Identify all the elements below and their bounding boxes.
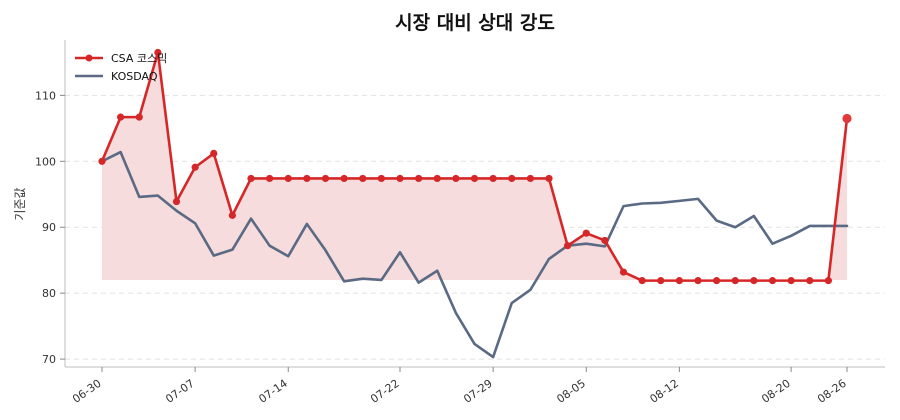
data-point-csa: [787, 277, 795, 285]
data-point-csa: [750, 277, 758, 285]
data-point-csa: [657, 277, 665, 285]
data-point-csa: [470, 174, 479, 183]
data-point-csa: [228, 211, 236, 219]
data-point-csa: [191, 163, 199, 171]
data-point-csa: [210, 149, 218, 157]
data-point-csa: [117, 113, 125, 121]
x-tick-label: 07-14: [256, 377, 290, 406]
data-point-csa: [266, 174, 274, 183]
relative-strength-fill-area: [102, 52, 847, 281]
data-point-csa: [824, 277, 832, 285]
data-point-csa: [806, 277, 814, 285]
data-point-csa: [564, 242, 572, 250]
data-point-csa: [619, 268, 628, 276]
data-point-csa: [452, 174, 460, 183]
series-line-kosdaq: [100, 150, 849, 359]
y-tick-label: 100: [35, 155, 56, 168]
data-point-csa: [675, 277, 683, 285]
x-tick-labels: 06-30 07-07 07-14 07-22 07-29 08-05 08-12 08-20…: [70, 367, 849, 406]
x-tick-label: 08-26: [815, 377, 849, 406]
y-tick-label: 110: [35, 89, 56, 102]
data-point-csa: [135, 113, 143, 121]
legend-label-csa: CSA 코스믹: [111, 52, 167, 65]
x-tick-label: 07-07: [163, 377, 197, 406]
x-tick-label: 06-30: [70, 377, 104, 406]
data-point-csa: [545, 174, 553, 183]
data-point-csa: [284, 174, 292, 183]
series-points: [98, 48, 852, 285]
y-tick-label: 80: [42, 287, 56, 300]
data-point-csa: [768, 277, 777, 285]
data-point-csa: [433, 174, 441, 183]
data-point-csa: [638, 277, 646, 285]
x-tick-label: 07-29: [461, 377, 495, 406]
data-point-csa: [303, 174, 311, 183]
legend-marker-csa: [85, 54, 93, 62]
data-point-csa: [415, 174, 423, 183]
axes: [64, 40, 885, 368]
data-point-csa: [359, 174, 367, 183]
y-tick-labels: 70 80 90 100 110: [35, 89, 65, 366]
data-point-csa: [98, 157, 106, 165]
x-tick-label: 07-22: [368, 377, 402, 406]
x-tick-label: 08-20: [759, 377, 793, 406]
data-point-csa: [340, 174, 348, 183]
x-tick-label: 08-05: [554, 377, 588, 406]
data-point-csa: [731, 277, 739, 285]
data-point-csa: [489, 174, 497, 183]
y-tick-label: 70: [42, 353, 56, 366]
x-tick-label: 08-12: [647, 377, 681, 406]
y-axis-label: 기준값: [13, 187, 27, 220]
data-point-csa: [713, 277, 721, 285]
data-point-csa: [508, 174, 516, 183]
data-point-csa: [247, 174, 255, 183]
data-point-csa: [172, 197, 181, 206]
chart-title: 시장 대비 상대 강도: [395, 12, 555, 34]
data-point-csa: [601, 236, 609, 245]
y-tick-label: 90: [42, 221, 56, 234]
legend: CSA 코스믹 KOSDAQ: [75, 52, 167, 83]
data-point-csa: [842, 113, 852, 124]
data-point-csa: [396, 174, 404, 183]
data-point-csa: [694, 277, 702, 285]
data-point-csa: [526, 174, 534, 183]
data-point-csa: [582, 229, 590, 237]
data-point-csa: [377, 174, 385, 183]
legend-label-kosdaq: KOSDAQ: [111, 70, 158, 83]
data-point-csa: [154, 48, 162, 57]
data-point-csa: [321, 174, 330, 183]
